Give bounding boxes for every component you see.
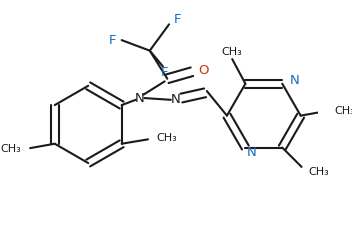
Text: F: F <box>174 14 181 26</box>
Text: N: N <box>171 93 181 106</box>
Text: F: F <box>161 66 169 79</box>
Text: N: N <box>134 92 144 105</box>
Text: CH₃: CH₃ <box>157 133 177 144</box>
Text: N: N <box>247 146 257 159</box>
Text: F: F <box>109 34 117 47</box>
Text: CH₃: CH₃ <box>334 106 352 116</box>
Text: N: N <box>289 74 299 87</box>
Text: CH₃: CH₃ <box>222 47 243 57</box>
Text: CH₃: CH₃ <box>309 167 329 177</box>
Text: CH₃: CH₃ <box>1 144 21 154</box>
Text: O: O <box>198 64 208 77</box>
